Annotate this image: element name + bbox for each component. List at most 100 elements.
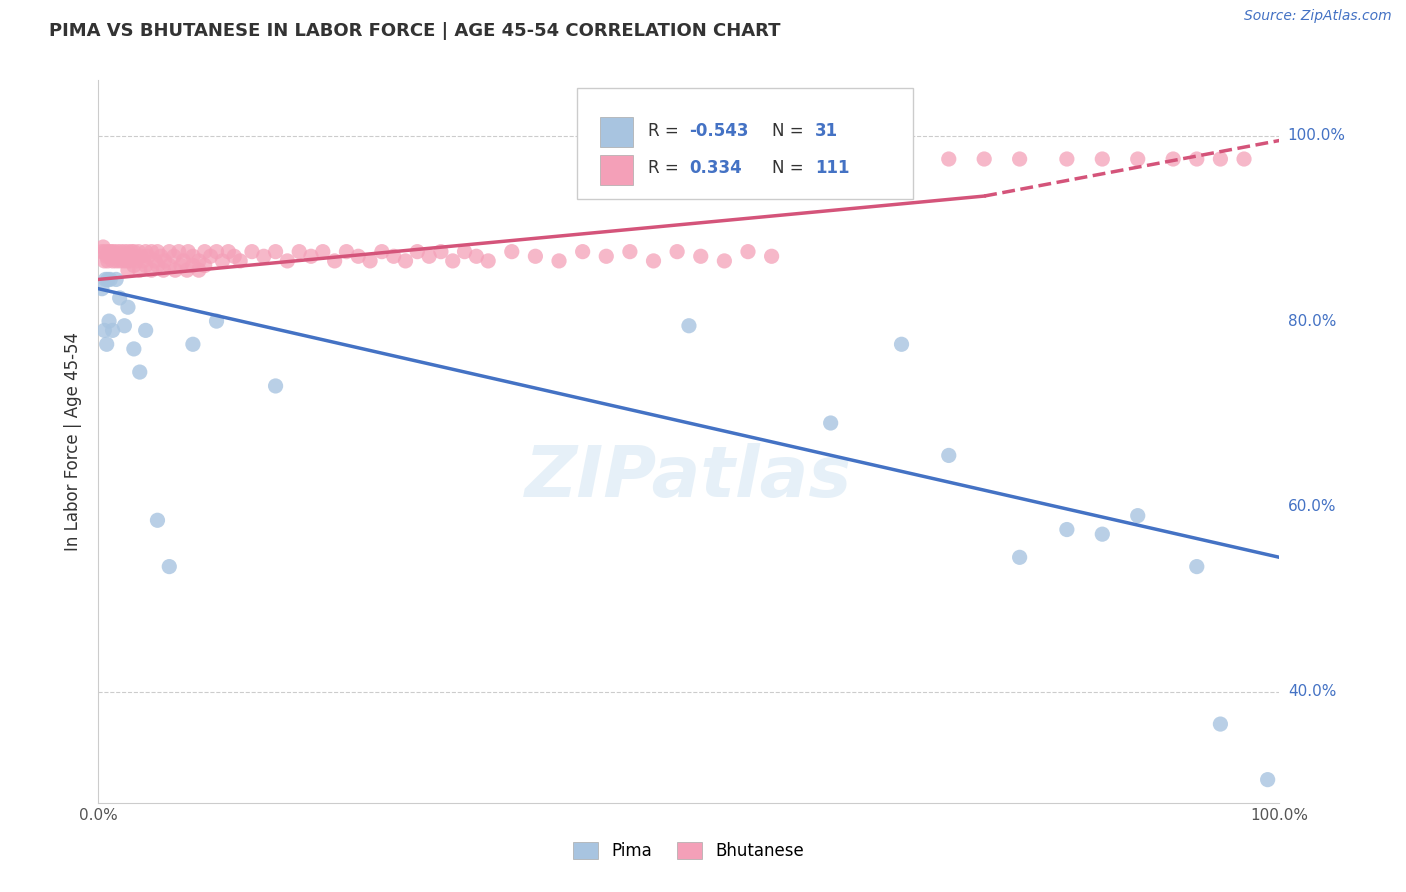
Point bbox=[441, 254, 464, 268]
Point bbox=[146, 244, 169, 259]
Point bbox=[108, 254, 131, 268]
Point bbox=[548, 254, 571, 268]
Point bbox=[114, 249, 136, 263]
Point bbox=[264, 244, 287, 259]
Point bbox=[737, 244, 759, 259]
Point bbox=[1126, 508, 1149, 523]
Point bbox=[143, 254, 166, 268]
Point bbox=[200, 249, 222, 263]
Point bbox=[152, 263, 174, 277]
Point bbox=[595, 249, 617, 263]
Text: 0.334: 0.334 bbox=[689, 160, 742, 178]
Point bbox=[1056, 152, 1078, 166]
Point bbox=[128, 263, 150, 277]
Point bbox=[477, 254, 499, 268]
Point bbox=[938, 449, 960, 463]
Point bbox=[194, 244, 217, 259]
Point bbox=[94, 272, 117, 286]
Point bbox=[181, 337, 204, 351]
Point bbox=[117, 263, 139, 277]
Point bbox=[501, 244, 523, 259]
Text: 80.0%: 80.0% bbox=[1288, 314, 1336, 328]
Point bbox=[91, 240, 114, 254]
Point bbox=[666, 244, 689, 259]
FancyBboxPatch shape bbox=[600, 154, 634, 185]
Point bbox=[101, 323, 124, 337]
Point bbox=[136, 249, 159, 263]
Point bbox=[187, 263, 209, 277]
Point bbox=[157, 559, 180, 574]
Point bbox=[98, 314, 121, 328]
Point bbox=[157, 244, 180, 259]
Point bbox=[129, 249, 152, 263]
Point bbox=[103, 244, 125, 259]
Point bbox=[181, 259, 204, 273]
Text: N =: N = bbox=[772, 122, 808, 140]
Point bbox=[524, 249, 547, 263]
Point bbox=[98, 249, 121, 263]
Point bbox=[205, 314, 228, 328]
Point bbox=[689, 249, 711, 263]
Point bbox=[276, 254, 298, 268]
Point bbox=[146, 259, 169, 273]
Point bbox=[97, 254, 120, 268]
FancyBboxPatch shape bbox=[576, 87, 914, 200]
Point bbox=[141, 244, 163, 259]
Point bbox=[1209, 152, 1232, 166]
Point bbox=[153, 254, 176, 268]
Point bbox=[121, 249, 143, 263]
Text: R =: R = bbox=[648, 122, 683, 140]
Point bbox=[418, 249, 440, 263]
Point bbox=[105, 244, 128, 259]
Point bbox=[1008, 152, 1031, 166]
Point bbox=[150, 249, 173, 263]
Y-axis label: In Labor Force | Age 45-54: In Labor Force | Age 45-54 bbox=[65, 332, 83, 551]
Point bbox=[141, 263, 163, 277]
Point bbox=[176, 263, 198, 277]
Text: -0.543: -0.543 bbox=[689, 122, 748, 140]
Point bbox=[643, 254, 665, 268]
Point bbox=[1185, 152, 1208, 166]
Point bbox=[371, 244, 394, 259]
Point bbox=[96, 337, 118, 351]
Point bbox=[394, 254, 416, 268]
Point bbox=[571, 244, 593, 259]
Point bbox=[135, 259, 157, 273]
Point bbox=[117, 300, 139, 314]
Point bbox=[112, 244, 135, 259]
Point bbox=[211, 254, 233, 268]
Point bbox=[1091, 527, 1114, 541]
Text: 31: 31 bbox=[815, 122, 838, 140]
Point bbox=[91, 244, 114, 259]
Point bbox=[93, 323, 115, 337]
Point bbox=[105, 272, 128, 286]
Point bbox=[91, 282, 114, 296]
Point bbox=[323, 254, 346, 268]
Text: 40.0%: 40.0% bbox=[1288, 684, 1336, 699]
Point bbox=[112, 318, 135, 333]
Point bbox=[253, 249, 276, 263]
Point bbox=[128, 244, 150, 259]
Point bbox=[264, 379, 287, 393]
Point bbox=[1233, 152, 1256, 166]
Point bbox=[107, 249, 129, 263]
Point bbox=[110, 244, 132, 259]
Point bbox=[97, 272, 120, 286]
Point bbox=[1126, 152, 1149, 166]
Point bbox=[135, 323, 157, 337]
Point bbox=[98, 272, 121, 286]
Point bbox=[122, 244, 145, 259]
Point bbox=[167, 244, 190, 259]
Point bbox=[93, 254, 115, 268]
Point bbox=[187, 254, 209, 268]
Point bbox=[98, 244, 121, 259]
Point bbox=[713, 254, 735, 268]
Point bbox=[1185, 559, 1208, 574]
Point bbox=[619, 244, 641, 259]
Point bbox=[890, 152, 912, 166]
Point bbox=[96, 249, 118, 263]
Point bbox=[146, 513, 169, 527]
Point bbox=[120, 254, 142, 268]
Point bbox=[112, 254, 135, 268]
Point bbox=[122, 259, 145, 273]
